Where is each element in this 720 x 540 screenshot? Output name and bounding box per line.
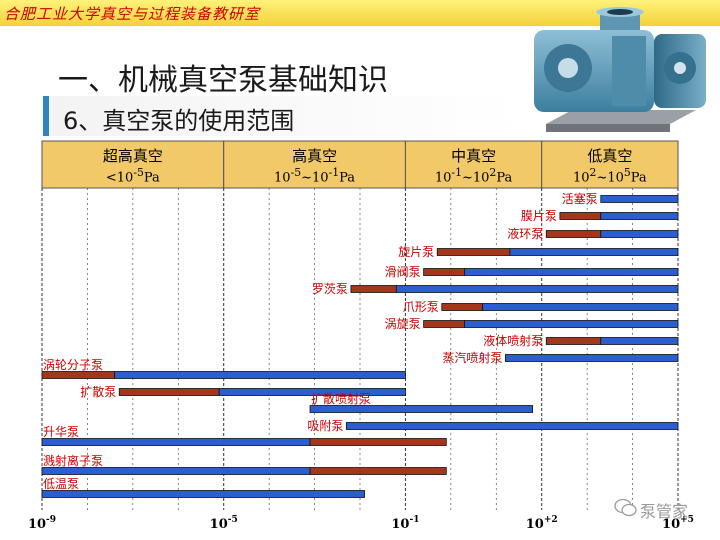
range-pressure-label: 10-5~10-1Pa: [274, 166, 355, 185]
range-name: 中真空: [451, 147, 496, 165]
pump-bar-segment: [41, 371, 116, 379]
pump-label: 液环泵: [507, 226, 543, 241]
pump-bar-segment: [423, 268, 465, 276]
pump-label: 蒸汽喷射泵: [442, 350, 502, 365]
pump-bar-segment: [350, 285, 397, 293]
page-subtitle: 6、真空泵的使用范围: [63, 107, 295, 135]
institution-name: 合肥工业大学真空与过程装备教研室: [4, 5, 261, 23]
pump-label: 吸附泵: [307, 419, 343, 433]
pump-bar-segment: [345, 422, 679, 430]
roots-pump-illustration: [534, 7, 706, 132]
range-pressure-label: 10-1~102Pa: [435, 166, 512, 185]
pump-label: 膜片泵: [521, 209, 557, 223]
pump-bar-segment: [309, 467, 447, 475]
pump-bar-segment: [464, 320, 679, 328]
pump-bar-segment: [436, 248, 511, 256]
pump-bar-segment: [559, 212, 602, 220]
pump-bar-segment: [545, 230, 602, 238]
pump-bar-segment: [600, 195, 679, 203]
pump-bar-segment: [41, 438, 311, 446]
pump-bar-segment: [309, 405, 534, 413]
pump-bars: [41, 195, 679, 498]
axis-tick-label: 10+2: [526, 515, 558, 532]
range-pressure-label: 102~105Pa: [573, 166, 647, 185]
subtitle-bar: [43, 96, 523, 136]
pump-bar-segment: [309, 438, 447, 446]
pump-bar-segment: [218, 388, 406, 396]
pump-bar-segment: [41, 467, 311, 475]
pump-bar-segment: [395, 285, 679, 293]
pump-bar-segment: [114, 371, 406, 379]
page-title: 一、机械真空泵基础知识: [58, 63, 388, 98]
pump-label: 爪形泵: [403, 300, 439, 314]
pump-label: 溅射离子泵: [43, 453, 103, 468]
pump-bar-segment: [600, 212, 679, 220]
watermark: 泵管家: [640, 502, 689, 521]
range-header-cell: [541, 140, 679, 189]
range-name: 低真空: [587, 147, 632, 165]
pump-bar-segment: [600, 230, 679, 238]
pump-label: 活塞泵: [562, 191, 598, 206]
pump-label: 液体喷射泵: [483, 333, 543, 348]
pump-label: 滑阀泵: [385, 265, 421, 279]
pump-bar-segment: [41, 490, 365, 498]
axis-tick-labels: 10-9 10-5 10-1 10+2 10+5: [28, 515, 694, 532]
pump-bar-segment: [545, 337, 602, 345]
pump-bar-segment: [504, 354, 679, 362]
axis-tick-label: 10+5: [662, 515, 694, 532]
pump-label: 扩散泵: [80, 384, 116, 399]
range-name: 高真空: [292, 147, 337, 165]
axis-tick-label: 10-1: [391, 515, 419, 532]
wechat-icon: [614, 498, 637, 517]
pump-bar-segment: [464, 268, 679, 276]
gridlines: [41, 188, 679, 510]
range-header-cell: [223, 140, 406, 189]
pump-bar-segment: [441, 303, 484, 311]
pump-label: 罗茨泵: [312, 282, 348, 296]
pump-label: 旋片泵: [398, 245, 434, 259]
pump-label: 扩散喷射泵: [311, 391, 371, 406]
pump-bar-segment: [423, 320, 465, 328]
pump-label: 涡轮分子泵: [43, 358, 103, 372]
axis-tick-label: 10-9: [28, 515, 56, 532]
pump-bar-segment: [600, 337, 679, 345]
pump-bar-segment: [482, 303, 679, 311]
pump-label: 涡旋泵: [385, 317, 421, 331]
pump-label: 低温泵: [43, 477, 79, 491]
axis-tick-label: 10-5: [210, 515, 238, 532]
pump-bar-segment: [509, 248, 679, 256]
pump-label: 升华泵: [43, 425, 79, 439]
range-pressure-label: <10-5Pa: [106, 166, 160, 185]
range-name: 超高真空: [103, 147, 163, 165]
pump-bar-segment: [118, 388, 220, 396]
